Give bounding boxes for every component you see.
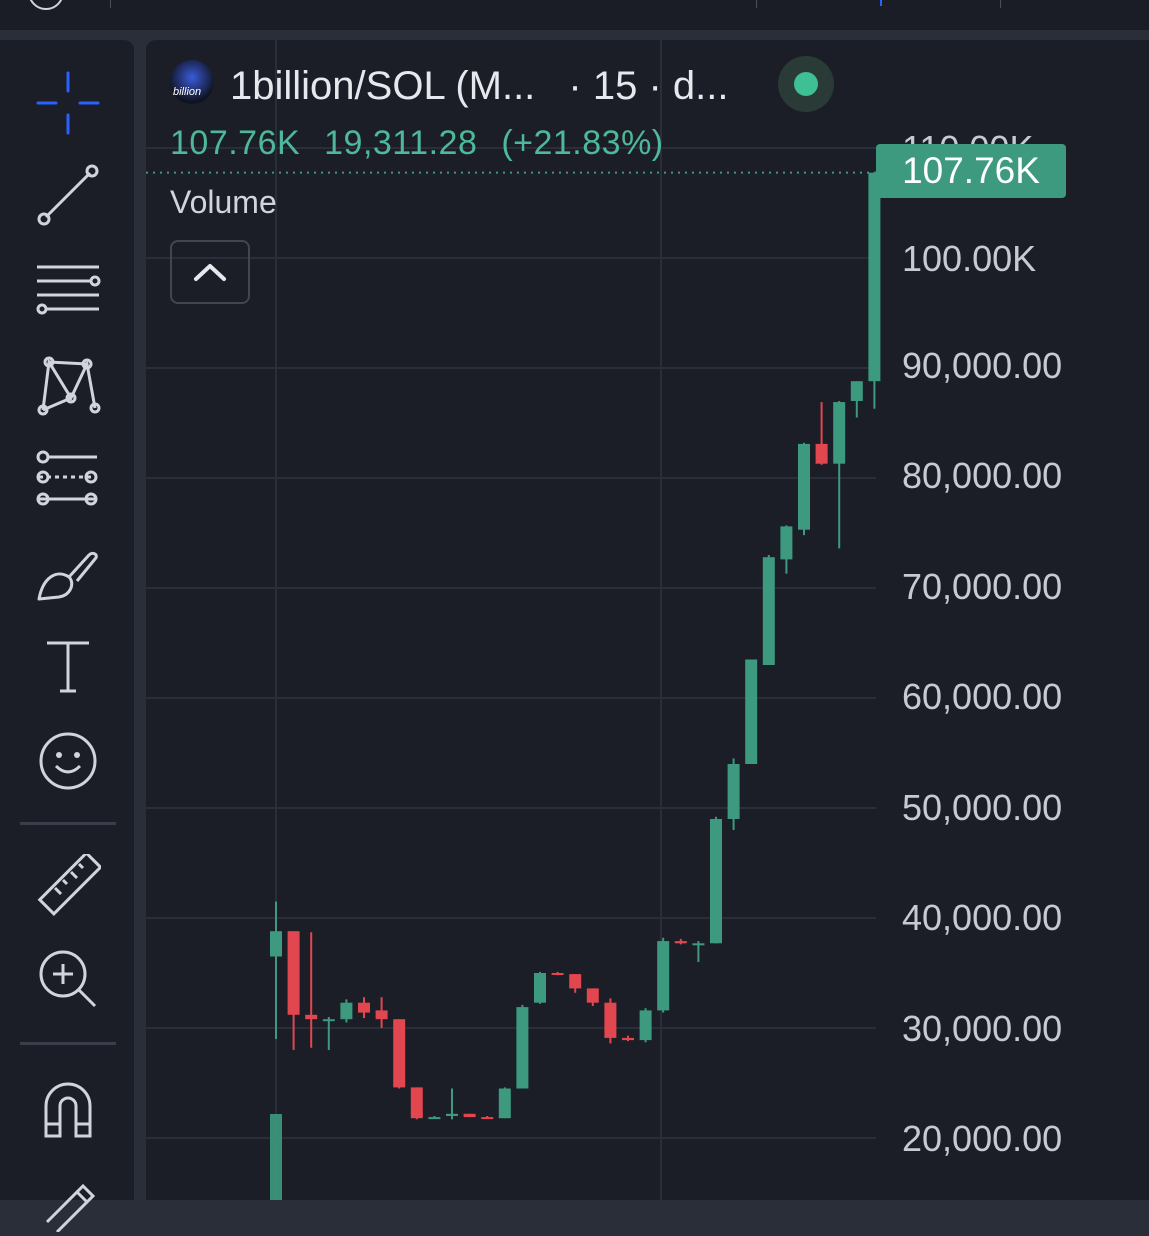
candle-body [850,381,863,401]
pattern-icon [37,356,101,416]
price-axis-label: 90,000.00 [902,345,1063,386]
candle-body [674,941,687,944]
candle-body [780,526,793,560]
price-axis-label: 60,000.00 [902,676,1063,717]
candle-body [551,973,564,975]
price-axis-label: 50,000.00 [902,787,1063,828]
price-axis-label: 70,000.00 [902,566,1063,607]
zoom-tool[interactable] [28,944,108,1014]
market-status[interactable] [778,56,834,112]
candle-body [270,931,282,957]
candle-body [446,1113,458,1116]
candle-body [498,1088,511,1119]
candle-body [516,1007,529,1089]
fib-icon [36,450,98,506]
candle-body [622,1037,634,1041]
candle-body [692,943,705,946]
magnet-icon [44,1082,92,1138]
menu-circle-icon[interactable] [28,0,64,10]
status-dot-icon [794,72,818,96]
magnet-tool[interactable] [28,1074,108,1144]
candle-body [815,443,828,464]
toolbar-divider [20,1042,116,1045]
top-separator [756,0,757,8]
top-separator [1000,0,1001,8]
text-icon [47,641,89,693]
candle-body [833,402,846,464]
symbol-name: 1billion/SOL (M... [230,64,536,108]
candle-body [604,1002,617,1038]
top-separator [110,0,111,8]
candle-body [305,1014,318,1020]
brush-icon [37,551,98,601]
candle-body [340,1002,353,1020]
draw-tool[interactable] [28,1166,108,1236]
chevron-up-icon [194,264,226,281]
candle-body [393,1019,406,1088]
candle-body [410,1087,423,1119]
candle-body [463,1113,476,1118]
candle-body [287,931,300,1015]
candle-body [534,973,546,1003]
candle-body [569,974,582,989]
volume-bar [270,1114,282,1200]
emoji-tool[interactable] [28,726,108,796]
pattern-tool[interactable] [28,350,108,420]
price-axis-label: 30,000.00 [902,1008,1063,1049]
candle-body [358,1002,370,1013]
logo-text: billion [173,86,202,98]
collapse-indicators-button[interactable] [170,240,250,304]
price-legend: 107.76K 19,311.28 (+21.83%) [170,124,678,163]
candle-body [586,988,599,1003]
price-change: 19,311.28 [324,124,478,162]
price-change-percent: (+21.83%) [501,124,664,162]
lines-tool[interactable] [28,256,108,326]
interval-label: · 15 · d... [568,64,729,108]
trend-line-icon [37,164,99,226]
top-active-indicator [880,0,882,6]
trend-line-tool[interactable] [28,160,108,230]
text-tool[interactable] [28,632,108,702]
candle-body [868,172,881,382]
measure-tool[interactable] [28,852,108,922]
emoji-icon [39,732,97,790]
candle-body [375,1010,388,1020]
last-price: 107.76K [170,124,301,162]
candle-body [657,941,670,1011]
zoom-in-icon [39,950,97,1008]
toolbar-divider [20,822,116,825]
candle-body [745,659,758,764]
pencil-icon [45,1183,96,1232]
candle-body [727,764,740,819]
candlestick-plot[interactable] [146,40,1149,1200]
token-logo: billion [170,60,214,104]
horizontal-lines-icon [36,265,101,315]
chart-pane[interactable]: billion 1billion/SOL (M... · 15 · d... 1… [146,40,1149,1200]
price-axis-label: 20,000.00 [902,1118,1063,1159]
candle-body [428,1117,441,1120]
candle-body [639,1010,652,1041]
crosshair-tool[interactable] [28,68,108,138]
volume-indicator-label[interactable]: Volume [170,184,277,220]
fib-tool[interactable] [28,444,108,514]
top-bar [0,0,1149,30]
symbol-title[interactable]: 1billion/SOL (M... · 15 · d... [230,64,728,108]
price-axis-label: 100.00K [902,238,1037,279]
brush-tool[interactable] [28,540,108,610]
price-axis-label: 80,000.00 [902,455,1063,496]
ruler-icon [37,854,101,916]
candle-body [481,1117,494,1120]
candle-body [762,557,775,665]
crosshair-icon [36,71,100,135]
price-axis-label: 40,000.00 [902,897,1063,938]
candle-body [322,1019,335,1022]
candle-body [710,819,722,944]
drawing-toolbar [0,40,134,1232]
candle-body [798,443,810,530]
current-price-tag: 107.76K [876,144,1066,198]
